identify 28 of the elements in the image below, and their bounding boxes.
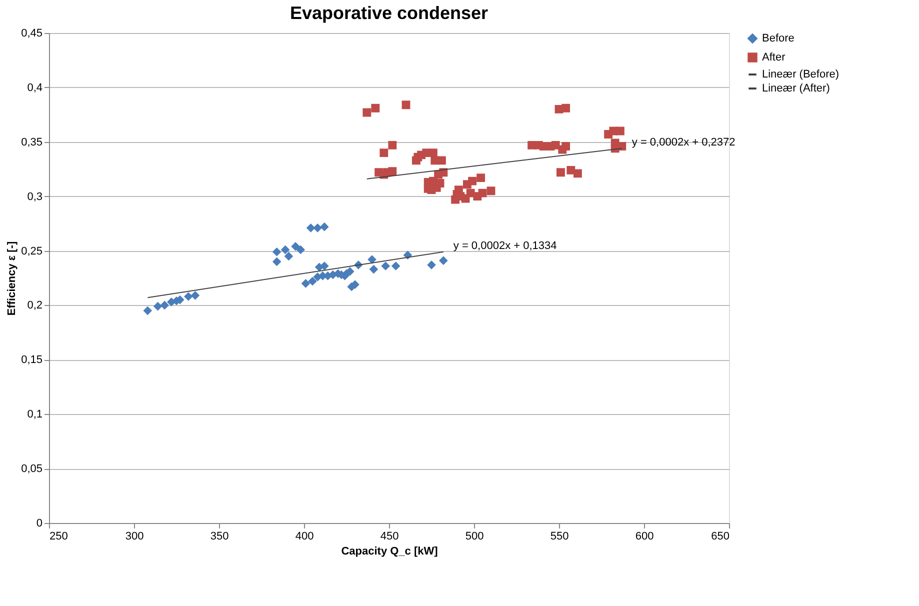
x-tick-label: 350 — [210, 530, 229, 542]
x-tick-label: 600 — [635, 530, 654, 542]
legend-label: Lineær (After) — [762, 82, 830, 94]
y-tick-label: 0,2 — [27, 300, 42, 312]
x-tick-label: 250 — [50, 530, 68, 542]
y-tick-label: 0,35 — [21, 136, 42, 148]
x-tick-label: 400 — [295, 530, 314, 542]
legend-label: Before — [762, 32, 794, 44]
annotation: y = 0,0002x + 0,2372 — [632, 136, 736, 148]
legend-label: After — [762, 52, 786, 64]
x-tick-label: 450 — [380, 530, 399, 542]
y-tick-label: 0,15 — [21, 354, 42, 366]
x-axis-title: Capacity Q_c [kW] — [341, 546, 438, 558]
y-tick-label: 0,05 — [21, 463, 42, 476]
y-tick-label: 0 — [36, 518, 42, 530]
x-tick-label: 500 — [465, 530, 484, 542]
x-tick-label: 300 — [125, 530, 144, 542]
y-tick-label: 0,25 — [21, 245, 42, 258]
chart-title: Evaporative condenser — [290, 3, 488, 23]
x-tick-label: 550 — [550, 530, 569, 542]
x-tick-label: 650 — [711, 530, 730, 542]
y-tick-label: 0,45 — [21, 28, 42, 40]
y-tick-label: 0,4 — [27, 82, 42, 94]
legend-label: Lineær (Before) — [762, 68, 840, 80]
y-axis-title: Efficiency ε [-] — [6, 241, 18, 316]
y-tick-label: 0,3 — [27, 190, 42, 203]
y-tick-label: 0,1 — [27, 408, 42, 421]
annotation: y = 0,0002x + 0,1334 — [453, 240, 557, 252]
